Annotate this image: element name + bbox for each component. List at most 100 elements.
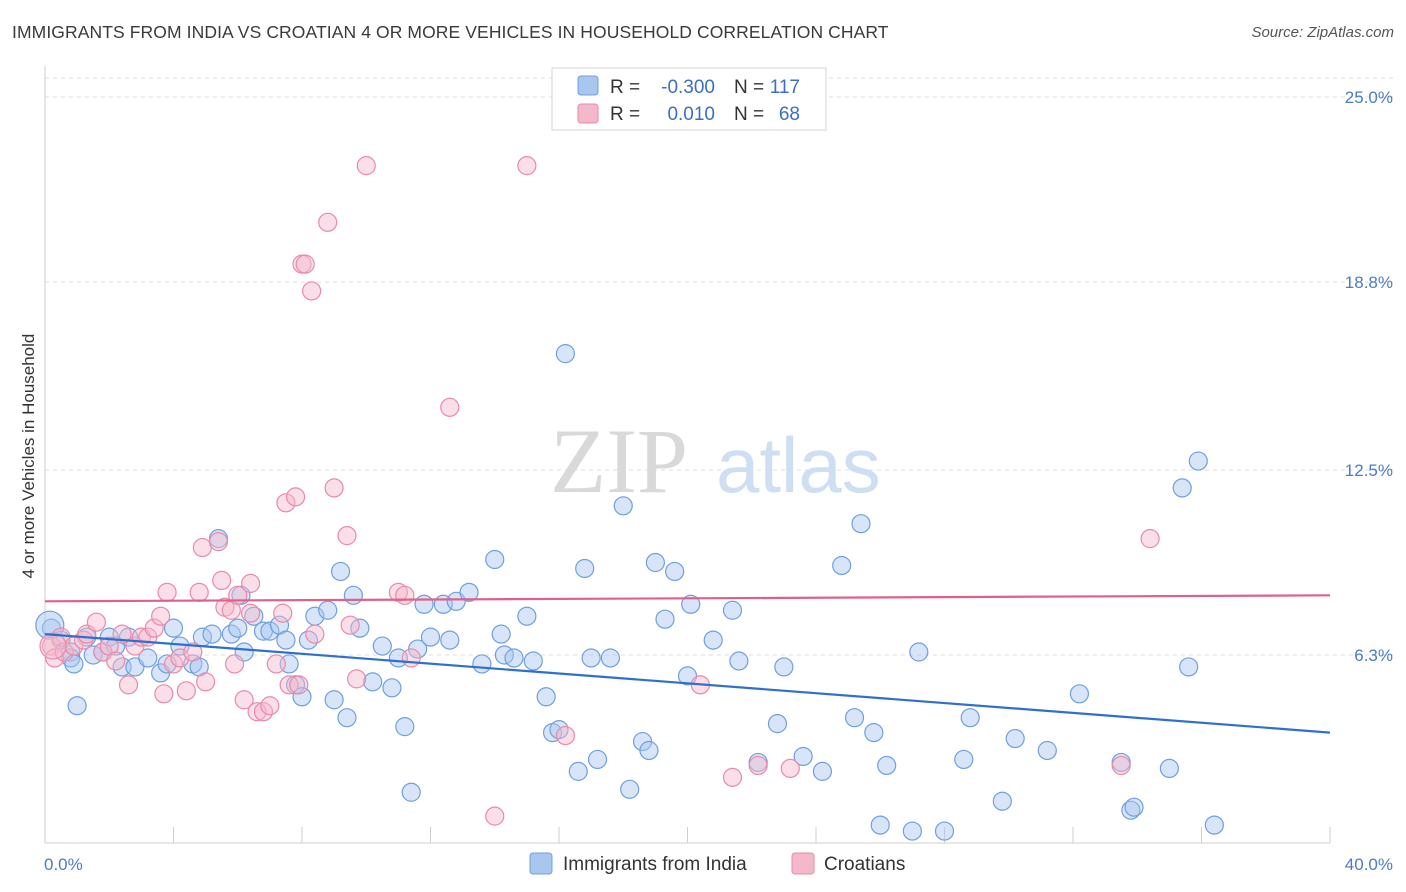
croatia-point — [234, 690, 254, 710]
croatia-point — [337, 526, 357, 546]
india-point — [681, 594, 701, 614]
india-point — [401, 782, 421, 802]
india-point — [568, 761, 588, 781]
legend-n-label-2: N = — [734, 104, 764, 125]
croatia-point — [780, 758, 800, 779]
india-point — [67, 696, 87, 716]
india-point — [276, 630, 296, 650]
y-tick-label: 25.0% — [1345, 88, 1393, 107]
legend-r-label-1: R = — [610, 77, 640, 98]
india-point — [292, 687, 312, 707]
croatia-trend-line — [44, 594, 1331, 603]
india-point — [934, 821, 955, 841]
india-point — [870, 815, 890, 835]
croatia-point — [154, 684, 174, 704]
india-point — [536, 687, 556, 707]
india-point — [1179, 657, 1199, 677]
india-point — [330, 561, 351, 582]
india-point — [459, 582, 479, 602]
legend-r-value-1: -0.300 — [661, 77, 715, 98]
india-point — [318, 600, 338, 620]
india-point — [844, 708, 865, 728]
bottom-legend-swatch-croatia — [791, 852, 815, 875]
india-point — [877, 755, 897, 776]
legend-swatch-croatia — [577, 103, 599, 124]
bottom-legend-swatch-india — [529, 852, 553, 875]
india-point — [337, 708, 357, 728]
india-point — [523, 651, 543, 671]
india-trend-line — [44, 633, 1331, 734]
croatia-point — [347, 669, 367, 689]
india-point — [440, 630, 460, 650]
india-point — [703, 630, 723, 650]
india-point — [620, 779, 640, 799]
source-credit: Source: ZipAtlas.com — [1251, 24, 1394, 41]
india-point — [665, 561, 685, 582]
bottom-legend-label-india: Immigrants from India — [563, 854, 747, 875]
grid-lines — [45, 77, 1393, 656]
croatia-point — [295, 254, 315, 274]
croatia-point — [86, 612, 107, 632]
croatia-point — [224, 654, 245, 674]
bottom-legend-label-croatia: Croatians — [824, 854, 905, 875]
india-point — [1037, 740, 1057, 761]
croatia-point — [192, 537, 213, 558]
legend-swatch-india — [577, 75, 599, 96]
croatia-point — [318, 212, 338, 232]
india-point — [1172, 478, 1192, 498]
croatia-point — [395, 585, 415, 605]
india-point — [372, 636, 392, 656]
india-point — [414, 594, 434, 614]
croatia-point-cluster — [39, 632, 67, 660]
india-point — [202, 624, 222, 644]
legend-n-label-1: N = — [734, 77, 764, 98]
croatia-point — [212, 570, 232, 591]
croatia-point — [485, 806, 505, 826]
croatia-point — [208, 532, 229, 552]
croatia-point — [157, 582, 177, 602]
axes — [44, 66, 1331, 844]
india-point — [260, 621, 280, 641]
india-point — [382, 678, 402, 698]
croatia-point — [106, 651, 126, 671]
india-point — [851, 514, 871, 534]
watermark-atlas: atlas — [716, 421, 881, 509]
trend-lines — [44, 594, 1331, 734]
croatia-point — [118, 675, 139, 695]
india-point — [581, 648, 601, 668]
croatia-point — [722, 767, 743, 787]
india-point — [639, 740, 659, 761]
india-point — [767, 714, 788, 734]
india-point — [722, 600, 743, 620]
india-point — [864, 722, 884, 743]
croatia-point — [305, 624, 325, 644]
croatia-point — [356, 156, 376, 176]
croatia-point — [555, 725, 576, 746]
india-point — [909, 642, 929, 662]
legend-r-label-2: R = — [610, 104, 640, 125]
india-point — [655, 609, 675, 629]
india-point — [555, 344, 576, 364]
india-point — [363, 672, 383, 692]
croatia-point — [73, 630, 94, 650]
legend-n-value-2: 68 — [779, 104, 800, 125]
croatia-point — [260, 696, 280, 716]
india-point — [1121, 800, 1141, 820]
india-point — [575, 558, 595, 579]
croatia-point — [183, 642, 203, 662]
india-point — [1188, 451, 1208, 471]
croatia-point — [302, 281, 322, 301]
croatia-point — [151, 606, 171, 626]
croatia-point — [144, 618, 164, 638]
india-point — [472, 654, 492, 674]
legend-bottom: Immigrants from India Croatians — [529, 852, 905, 875]
india-point — [244, 606, 264, 626]
india-point — [324, 690, 344, 710]
india-point — [960, 708, 980, 728]
india-point — [1159, 758, 1179, 779]
y-tick-label: 12.5% — [1345, 461, 1393, 480]
croatia-point — [276, 493, 296, 513]
india-point — [774, 657, 794, 677]
x-tick-label-min: 0.0% — [44, 855, 83, 874]
y-tick-label: 18.8% — [1345, 273, 1393, 292]
